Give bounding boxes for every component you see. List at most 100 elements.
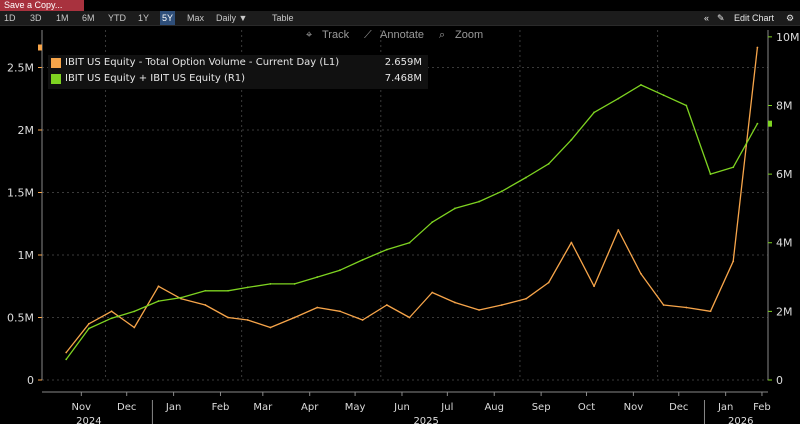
option-volume-point [500,304,503,306]
legend-swatch [51,74,61,84]
x-tick-label: May [345,402,366,413]
table-button[interactable]: Table [272,13,294,23]
option-volume-point [454,301,456,304]
option-volume-line [65,47,759,353]
option-volume-point [685,306,688,309]
ibit-point [662,94,665,97]
gear-icon[interactable]: ⚙ [786,13,795,23]
edit-chart-icon[interactable]: ✎ [717,13,725,23]
frequency-select[interactable]: Daily ▼ [216,13,248,23]
ibit-point [478,200,481,203]
ibit-point [431,221,434,224]
ibit-point [593,111,595,114]
x-axis: Nov Dec Jan Feb Mar Apr May Jun Jul Aug Sep Oct Nov D… [42,391,771,424]
option-volume-point [478,309,481,311]
option-volume-point [570,241,573,244]
ibit-point [570,138,573,141]
ibit-point [385,248,388,251]
legend: IBIT US Equity - Total Option Volume - C… [48,55,428,89]
zoom-icon[interactable]: ⌕ [439,29,446,41]
ibit-point [180,296,183,299]
track-icon[interactable]: ⌖ [306,29,313,41]
ibit-point [617,97,620,100]
option-volume-point [339,310,341,313]
ibit-point [227,289,229,292]
ibit-point [525,176,527,179]
legend-swatch [51,58,61,68]
option-volume-point [617,229,620,231]
ibit-point [685,104,688,107]
option-volume-point [525,297,527,300]
ibit-point [133,310,136,313]
legend-label: IBIT US Equity + IBIT US Equity (R1) [65,73,246,84]
toolbar: 1D 3D 1M 6M YTD 1Y 5Y Max Daily ▼ Table … [0,11,800,26]
year-label: 2024 [76,416,101,424]
x-tick-label: Aug [484,402,504,413]
left-tick-label: 1.5M [7,187,34,200]
x-tick-label: Nov [72,402,92,413]
edit-chart-button[interactable]: Edit Chart [734,13,775,23]
left-tick-label: 0.5M [7,312,34,325]
right-tick-label: 4M [776,237,793,250]
left-tick-label: 1M [18,249,35,262]
option-volume-point [293,316,296,319]
right-tick-label: 2M [776,305,793,318]
range-1y[interactable]: 1Y [138,13,150,23]
option-volume-point [593,285,595,288]
series-layer [65,46,759,361]
ibit-point [246,286,249,289]
annotate-icon[interactable]: ⟋ [364,29,372,41]
option-volume-point [227,316,229,319]
x-tick-label: Jan [717,402,733,413]
x-tick-label: Sep [532,402,551,413]
x-tick-label: Nov [624,402,644,413]
x-tick-label: Apr [301,402,319,413]
right-tick-label: 6M [776,168,793,181]
option-volume-point [431,291,434,294]
range-max[interactable]: Max [187,13,205,23]
ibit-point [454,207,456,210]
option-volume-point [316,306,319,309]
ibit-point [709,173,712,176]
zoom-tool[interactable]: Zoom [455,29,484,41]
collapse-icon[interactable]: « [704,13,710,23]
legend-value: 7.468M [384,73,422,84]
option-volume-point [732,260,735,263]
option-volume-last-marker [38,44,42,51]
ibit-point [65,358,68,361]
ibit-point [269,283,272,285]
legend-item-option-volume[interactable]: IBIT US Equity - Total Option Volume - C… [48,55,428,71]
range-1d[interactable]: 1D [4,13,16,23]
save-copy-button[interactable]: Save a Copy... [0,0,84,11]
right-tick-label: 8M [776,99,793,112]
ibit-point [87,327,90,330]
option-volume-point [640,272,642,275]
x-tick-label: Jul [440,402,453,413]
ibit-point [157,300,160,302]
left-axis: 0 0.5M 1M 1.5M 2M 2.5M [7,30,43,387]
ibit-point [316,276,319,278]
right-tick-label: 0 [776,374,783,387]
option-volume-point [157,285,160,288]
annotate-tool[interactable]: Annotate [380,29,425,41]
range-6m[interactable]: 6M [82,13,95,23]
x-tick-label: Jun [393,402,410,413]
range-ytd[interactable]: YTD [108,13,126,23]
ibit-last-marker [768,120,772,127]
x-tick-label: Dec [117,402,136,413]
option-volume-point [547,281,550,284]
ibit-point [204,289,207,292]
legend-item-ibit[interactable]: IBIT US Equity + IBIT US Equity (R1) 7.4… [48,71,428,87]
option-volume-point [361,319,364,321]
range-1m[interactable]: 1M [56,13,69,23]
right-axis: 0 2M 4M 6M 8M 10M [767,30,800,387]
right-tick-label: 10M [776,31,800,44]
left-tick-label: 2.5M [7,62,34,75]
ibit-point [110,317,113,320]
range-5y[interactable]: 5Y [160,11,176,25]
option-volume-point [87,322,90,325]
track-tool[interactable]: Track [322,29,350,41]
legend-value: 2.659M [384,57,422,68]
option-volume-point [110,310,113,313]
range-3d[interactable]: 3D [30,13,42,23]
